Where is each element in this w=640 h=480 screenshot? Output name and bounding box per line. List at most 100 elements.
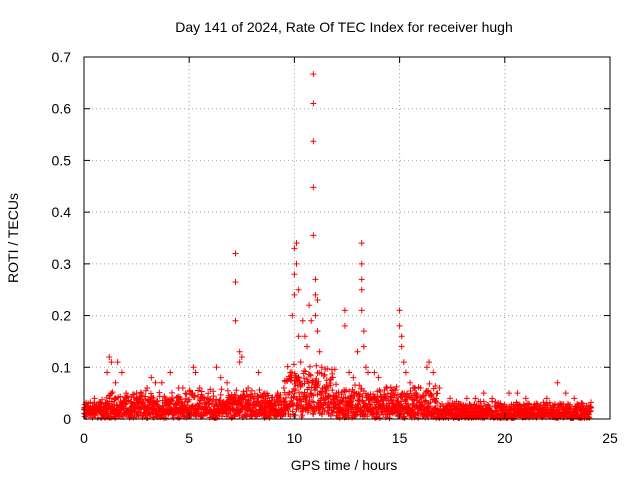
data-point <box>364 413 371 420</box>
data-points <box>81 71 595 421</box>
data-point <box>369 404 376 411</box>
data-point <box>400 359 407 366</box>
data-point <box>314 328 321 335</box>
data-point <box>380 402 387 409</box>
data-point <box>167 369 174 376</box>
data-point <box>567 401 574 408</box>
data-point <box>506 390 513 397</box>
data-point <box>290 361 297 368</box>
data-point <box>148 374 155 381</box>
data-point <box>162 411 169 418</box>
data-point <box>401 414 408 421</box>
data-point <box>224 387 231 394</box>
data-point <box>393 383 400 390</box>
data-point <box>346 388 353 395</box>
data-point <box>97 400 104 407</box>
x-tick-label: 5 <box>185 430 193 446</box>
data-point <box>99 396 106 403</box>
data-point <box>306 302 313 309</box>
data-point <box>436 384 443 391</box>
data-point <box>104 399 111 406</box>
data-point <box>213 396 220 403</box>
data-point <box>142 387 149 394</box>
y-tick-label: 0.5 <box>52 152 72 168</box>
data-point <box>308 317 315 324</box>
data-point <box>346 369 353 376</box>
data-point <box>390 390 397 397</box>
data-point <box>284 363 291 370</box>
data-point <box>425 387 432 394</box>
data-point <box>543 395 550 402</box>
x-tick-label: 20 <box>497 430 513 446</box>
y-tick-label: 0 <box>63 411 71 427</box>
data-point <box>209 397 216 404</box>
data-point <box>291 245 298 252</box>
data-point <box>480 390 487 397</box>
data-point <box>231 391 238 398</box>
data-point <box>261 390 268 397</box>
data-point <box>354 348 361 355</box>
data-point <box>434 390 441 397</box>
data-point <box>297 359 304 366</box>
data-point <box>112 394 119 401</box>
data-point <box>329 387 336 394</box>
data-point <box>420 393 427 400</box>
data-point <box>255 369 262 376</box>
data-point <box>137 389 144 396</box>
data-point <box>278 401 285 408</box>
data-point <box>426 403 433 410</box>
data-point <box>312 291 319 298</box>
data-point <box>321 408 328 415</box>
data-point <box>356 382 363 389</box>
data-point <box>318 370 325 377</box>
data-point <box>432 383 439 390</box>
data-point <box>124 393 131 400</box>
data-point <box>371 369 378 376</box>
data-point <box>333 390 340 397</box>
data-point <box>191 392 198 399</box>
data-point <box>290 394 297 401</box>
chart-title: Day 141 of 2024, Rate Of TEC Index for r… <box>175 19 512 35</box>
data-point <box>232 317 239 324</box>
data-point <box>163 414 170 421</box>
data-point <box>407 388 414 395</box>
data-point <box>325 384 332 391</box>
data-point <box>299 317 306 324</box>
data-point <box>291 271 298 278</box>
data-point <box>398 343 405 350</box>
data-point <box>384 390 391 397</box>
data-point <box>314 297 321 304</box>
y-tick-label: 0.1 <box>52 359 72 375</box>
data-point <box>402 369 409 376</box>
data-point <box>313 362 320 369</box>
data-point <box>259 405 266 412</box>
data-point <box>108 359 115 366</box>
data-point <box>341 307 348 314</box>
data-point <box>310 71 317 78</box>
data-point <box>414 393 421 400</box>
data-point <box>365 369 372 376</box>
data-point <box>314 384 321 391</box>
data-point <box>290 411 297 418</box>
data-point <box>407 379 414 386</box>
data-point <box>312 312 319 319</box>
data-point <box>254 393 261 400</box>
data-point <box>522 395 529 402</box>
data-point <box>306 363 313 370</box>
axis-ticks <box>83 56 611 420</box>
data-point <box>423 388 430 395</box>
data-point <box>293 240 300 247</box>
y-tick-labels: 0 0.1 0.2 0.3 0.4 0.5 0.6 0.7 <box>52 49 72 427</box>
data-point <box>383 384 390 391</box>
data-point <box>327 382 334 389</box>
data-point <box>154 397 161 404</box>
data-point <box>224 379 231 386</box>
data-point <box>325 392 332 399</box>
data-point <box>350 374 357 381</box>
data-point <box>248 387 255 394</box>
data-point <box>245 384 252 391</box>
data-point <box>317 395 324 402</box>
data-point <box>232 250 239 257</box>
data-point <box>218 386 225 393</box>
data-point <box>293 260 300 267</box>
